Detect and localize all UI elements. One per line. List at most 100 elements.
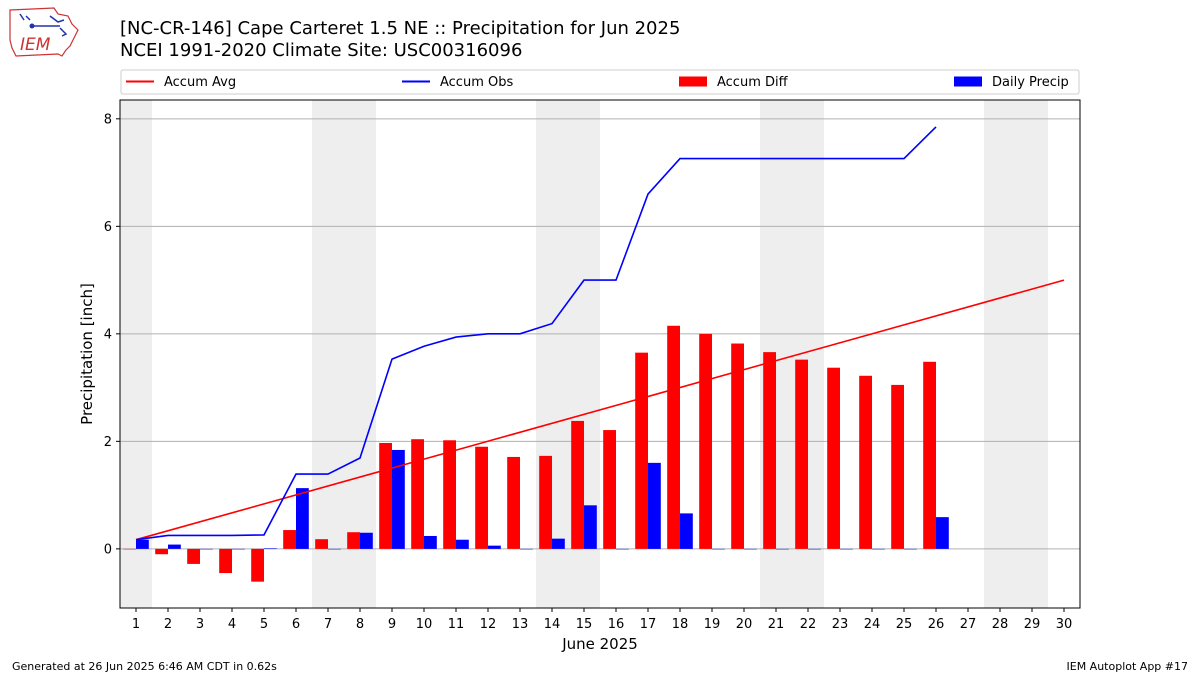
weekend-shading xyxy=(120,100,1048,608)
accum-diff-bar-5 xyxy=(251,548,264,582)
legend-label-accum-obs: Accum Obs xyxy=(440,75,513,90)
accum-diff-bar-10 xyxy=(411,439,424,549)
x-tick-label-20: 20 xyxy=(736,617,753,632)
daily-precip-bar-4 xyxy=(232,548,245,550)
legend-label-accum-avg: Accum Avg xyxy=(164,75,236,90)
daily-precip-bar-10 xyxy=(424,535,437,549)
x-tick-label-16: 16 xyxy=(608,617,625,632)
y-axis-label: Precipitation [inch] xyxy=(78,283,96,425)
x-tick-label-5: 5 xyxy=(260,617,268,632)
accum-diff-bar-11 xyxy=(443,440,456,549)
x-tick-label-28: 28 xyxy=(992,617,1009,632)
weekend-band-29 xyxy=(1016,100,1048,608)
y-tick-label-8: 8 xyxy=(104,112,112,127)
accum-diff-bar-17 xyxy=(635,352,648,549)
daily-precip-bar-16 xyxy=(616,548,629,550)
accum-diff-bar-4 xyxy=(219,548,232,574)
lines xyxy=(135,126,1065,541)
x-tick-label-7: 7 xyxy=(324,617,332,632)
accum-diff-bar-22 xyxy=(795,359,808,549)
accum-diff-bar-3 xyxy=(187,548,200,564)
accum-diff-bar-19 xyxy=(699,333,712,549)
x-tick-label-15: 15 xyxy=(576,617,593,632)
legend: Accum Avg Accum Obs Accum Diff Daily Precip xyxy=(120,69,1080,95)
daily-precip-bar-15 xyxy=(584,505,597,549)
legend-swatch-daily-precip xyxy=(954,76,982,87)
daily-precip-bar-23 xyxy=(840,548,853,550)
accum-diff-bar-25 xyxy=(891,384,904,549)
daily-precip-bar-19 xyxy=(712,548,725,550)
accum-diff-bar-9 xyxy=(379,442,392,549)
y-tick-label-4: 4 xyxy=(104,327,112,342)
app-credit: IEM Autoplot App #17 xyxy=(1066,660,1189,673)
daily-precip-bar-21 xyxy=(776,548,789,550)
daily-precip-bar-7 xyxy=(328,548,341,550)
weekend-band-1 xyxy=(120,100,152,608)
chart-subtitle: NCEI 1991-2020 Climate Site: USC00316096 xyxy=(120,40,523,61)
accum-diff-bar-6 xyxy=(283,530,296,549)
daily-precip-bar-2 xyxy=(168,544,181,549)
daily-precip-bar-8 xyxy=(360,532,373,549)
iem-logo-icon: IEM xyxy=(9,7,79,57)
x-tick-label-12: 12 xyxy=(480,617,497,632)
daily-precip-bar-11 xyxy=(456,539,469,549)
weekend-band-28 xyxy=(984,100,1016,608)
x-tick-label-26: 26 xyxy=(928,617,945,632)
daily-precip-bar-25 xyxy=(904,548,917,550)
x-tick-label-14: 14 xyxy=(544,617,561,632)
accum-diff-bar-16 xyxy=(603,430,616,549)
x-tick-label-21: 21 xyxy=(768,617,785,632)
weekend-band-8 xyxy=(344,100,376,608)
accum-diff-bar-15 xyxy=(571,420,584,549)
y-tick-label-0: 0 xyxy=(104,542,112,557)
accum-diff-bar-26 xyxy=(923,361,936,549)
x-tick-label-19: 19 xyxy=(704,617,721,632)
daily-precip-bar-20 xyxy=(744,548,757,550)
accum-diff-bar-18 xyxy=(667,325,680,549)
x-axis-label: June 2025 xyxy=(561,635,638,653)
x-tick-label-30: 30 xyxy=(1056,617,1073,632)
x-tick-label-9: 9 xyxy=(388,617,396,632)
x-tick-label-6: 6 xyxy=(292,617,300,632)
grid-lines xyxy=(120,118,1080,550)
legend-swatch-accum-diff xyxy=(679,76,707,87)
accum-diff-bar-12 xyxy=(475,446,488,549)
legend-label-daily-precip: Daily Precip xyxy=(992,75,1069,90)
y-tick-label-6: 6 xyxy=(104,220,112,235)
bars xyxy=(123,325,949,582)
legend-label-accum-diff: Accum Diff xyxy=(717,75,789,90)
axes: 1 2 3 4 5 6 7 8 9 10 11 12 13 14 15 16 17 18 19 20 21 22 23 24 2… xyxy=(104,112,1073,632)
daily-precip-bar-13 xyxy=(520,548,533,550)
accum-avg-line xyxy=(135,279,1065,541)
accum-diff-bar-7 xyxy=(315,539,328,549)
daily-precip-bar-18 xyxy=(680,513,693,549)
daily-precip-bar-3 xyxy=(200,548,213,550)
x-tick-label-25: 25 xyxy=(896,617,913,632)
x-tick-label-10: 10 xyxy=(416,617,433,632)
x-tick-label-18: 18 xyxy=(672,617,689,632)
accum-diff-bar-1 xyxy=(123,548,136,550)
x-tick-label-2: 2 xyxy=(164,617,172,632)
accum-diff-bar-23 xyxy=(827,367,840,549)
accum-diff-bar-13 xyxy=(507,456,520,549)
chart-title: [NC-CR-146] Cape Carteret 1.5 NE :: Prec… xyxy=(120,18,681,39)
daily-precip-bar-22 xyxy=(808,548,821,550)
accum-diff-bar-14 xyxy=(539,455,552,549)
accum-obs-line xyxy=(135,126,937,541)
daily-precip-bar-12 xyxy=(488,545,501,549)
x-tick-label-17: 17 xyxy=(640,617,657,632)
y-tick-label-2: 2 xyxy=(104,435,112,450)
accum-diff-bar-21 xyxy=(763,352,776,549)
plot-frame xyxy=(119,99,1081,609)
accum-diff-bar-2 xyxy=(155,548,168,555)
daily-precip-bar-1 xyxy=(136,539,149,549)
x-tick-label-4: 4 xyxy=(228,617,236,632)
accum-diff-bar-24 xyxy=(859,375,872,549)
iem-logo-text: IEM xyxy=(20,35,51,55)
x-tick-label-13: 13 xyxy=(512,617,529,632)
daily-precip-bar-17 xyxy=(648,462,661,549)
daily-precip-bar-6 xyxy=(296,488,309,549)
daily-precip-bar-24 xyxy=(872,548,885,550)
accum-diff-bar-20 xyxy=(731,343,744,549)
